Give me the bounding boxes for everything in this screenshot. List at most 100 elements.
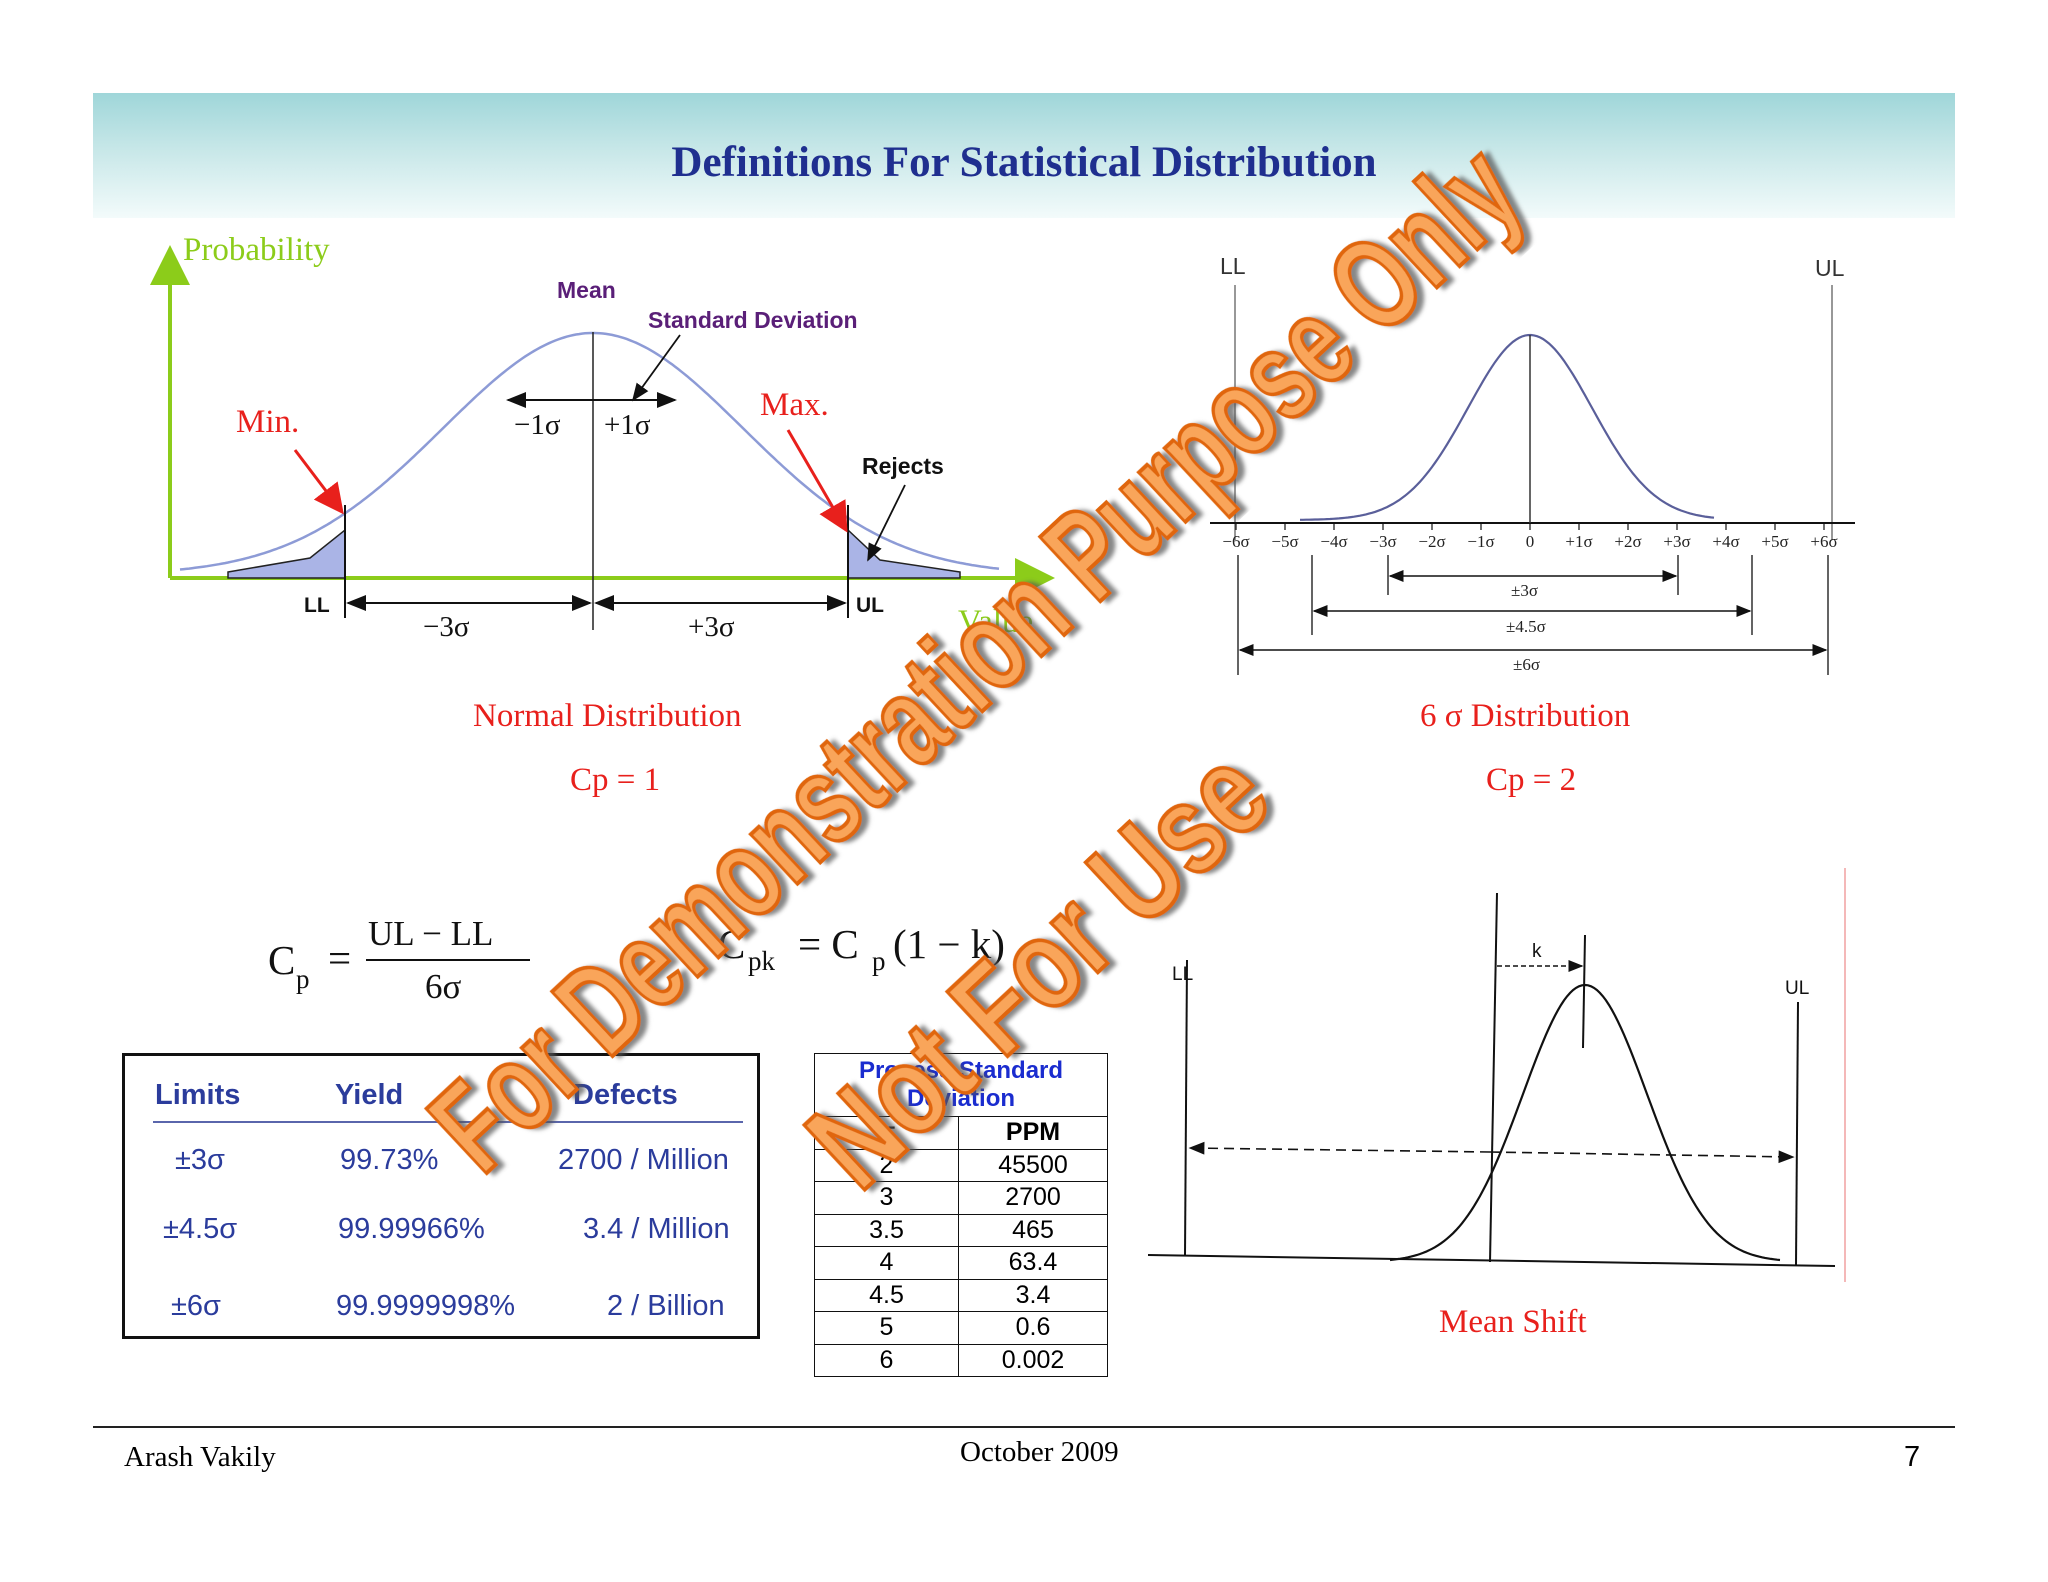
header-limits: Limits xyxy=(155,1079,241,1111)
table-row: ±4.5σ 99.99966% 3.4 / Million xyxy=(125,1213,757,1263)
six-tick-label: +4σ xyxy=(1712,532,1739,551)
page-number: 7 xyxy=(1904,1441,1921,1473)
six-tick-label: −3σ xyxy=(1369,532,1396,551)
ppm-table-title: Process Standard Deviation xyxy=(814,1053,1108,1117)
cp-lhs: C xyxy=(268,937,295,983)
min-label: Min. xyxy=(236,404,299,440)
header-band xyxy=(93,93,1955,218)
six-caption: 6 σ Distribution xyxy=(1420,698,1630,734)
max-label: Max. xyxy=(760,387,829,423)
normal-cp: Cp = 1 xyxy=(570,762,660,798)
ppm-header-sigma: σ xyxy=(814,1116,959,1150)
sigma-cell: 4.5 xyxy=(814,1278,959,1312)
minus1-label: −1σ xyxy=(514,409,561,441)
ul-label: UL xyxy=(856,594,884,617)
span3-label: ±3σ xyxy=(1511,581,1538,600)
limits-cell: ±6σ xyxy=(171,1290,221,1322)
ms-peak-line xyxy=(1582,934,1586,1049)
cpk-sub: pk xyxy=(748,946,776,976)
header-yield: Yield xyxy=(335,1079,404,1111)
ms-caption: Mean Shift xyxy=(1439,1304,1587,1340)
table-row: 4.5 3.4 xyxy=(814,1278,1108,1312)
cpk-tail: (1 − k) xyxy=(893,921,1005,967)
plus1-label: +1σ xyxy=(604,409,651,441)
rejects-label: Rejects xyxy=(862,453,944,479)
y-axis-label: Probability xyxy=(183,232,330,268)
ms-dashed-arrow-l xyxy=(1188,1141,1491,1155)
mean-label: Mean xyxy=(557,277,616,303)
minus3-label: −3σ xyxy=(423,611,470,643)
six-tick-label: +6σ xyxy=(1810,532,1837,551)
ms-center-line xyxy=(1489,892,1498,1263)
ppm-cell: 3.4 xyxy=(958,1278,1108,1312)
ms-ll-line xyxy=(1184,959,1188,1256)
ppm-cell: 2700 xyxy=(958,1181,1108,1215)
footer-date: October 2009 xyxy=(960,1436,1119,1468)
ms-dashed-arrow-r xyxy=(1489,1150,1795,1164)
ppm-cell: 45500 xyxy=(958,1148,1108,1182)
ppm-header-ppm: PPM xyxy=(958,1116,1108,1150)
sigma-cell: 3.5 xyxy=(814,1213,959,1247)
table-row: 5 0.6 xyxy=(814,1311,1108,1345)
min-arrow xyxy=(293,449,344,515)
ms-ul-line xyxy=(1795,1001,1799,1266)
ms-k-label: k xyxy=(1532,941,1542,962)
max-arrow xyxy=(786,429,848,533)
yield-cell: 99.99966% xyxy=(338,1213,485,1245)
slide-title: Definitions For Statistical Distribution xyxy=(671,139,1377,186)
six-tick-label: +2σ xyxy=(1614,532,1641,551)
table-row: 4 63.4 xyxy=(814,1246,1108,1280)
ppm-cell: 0.6 xyxy=(958,1311,1108,1345)
header-defects: Defects xyxy=(573,1079,678,1111)
yield-cell: 99.9999998% xyxy=(336,1290,515,1322)
yield-cell: 99.73% xyxy=(340,1144,439,1176)
cpk-rhs: = C xyxy=(798,921,859,967)
table-row: 3 2700 xyxy=(814,1181,1108,1215)
table-row: ±6σ 99.9999998% 2 / Billion xyxy=(125,1290,757,1340)
six-tick-label: −4σ xyxy=(1320,532,1347,551)
six-sigma-curve xyxy=(1300,333,1715,521)
sigma-cell: 4 xyxy=(814,1246,959,1280)
defects-cell: 2700 / Million xyxy=(558,1144,729,1176)
defects-cell: 2 / Billion xyxy=(607,1290,725,1322)
six-tick-label: −2σ xyxy=(1418,532,1445,551)
std-pointer xyxy=(631,334,681,402)
six-ll-label: LL xyxy=(1220,253,1246,279)
cp-numerator: UL − LL xyxy=(368,914,493,953)
mean-shift-curve xyxy=(1389,983,1781,1262)
span45-label: ±4.5σ xyxy=(1506,617,1546,636)
ppm-table: Process Standard Deviation σ PPM 2 45500 … xyxy=(814,1053,1108,1377)
cp-sub: p xyxy=(296,964,310,994)
defects-cell: 3.4 / Million xyxy=(583,1213,730,1245)
sigma-cell: 6 xyxy=(814,1343,959,1377)
six-tick-label: −5σ xyxy=(1271,532,1298,551)
six-tick-label: +5σ xyxy=(1761,532,1788,551)
six-ul-label: UL xyxy=(1815,255,1845,281)
cpk-rhs-sub: p xyxy=(872,946,886,976)
cp-eq: = xyxy=(328,935,351,981)
rejects-pointer xyxy=(867,484,906,562)
sigma-cell: 3 xyxy=(814,1181,959,1215)
footer-rule xyxy=(93,1426,1955,1428)
yield-table-header: Limits Yield Defects xyxy=(125,1079,757,1129)
ms-ll-label: LL xyxy=(1172,964,1193,985)
cp-denominator: 6σ xyxy=(425,967,462,1006)
table-row: 6 0.002 xyxy=(814,1343,1108,1377)
ms-ul-label: UL xyxy=(1785,978,1809,999)
span6-label: ±6σ xyxy=(1513,655,1540,674)
ms-baseline xyxy=(1147,1254,1836,1267)
normal-caption: Normal Distribution xyxy=(473,698,742,734)
six-tick-label: −1σ xyxy=(1467,532,1494,551)
ppm-cell: 63.4 xyxy=(958,1246,1108,1280)
ll-label: LL xyxy=(304,594,330,617)
limits-cell: ±4.5σ xyxy=(163,1213,238,1245)
six-tick-label: +1σ xyxy=(1565,532,1592,551)
std-dev-label: Standard Deviation xyxy=(648,307,858,333)
x-axis-label: Value xyxy=(958,604,1033,640)
six-cp: Cp = 2 xyxy=(1486,762,1576,798)
plus3-label: +3σ xyxy=(688,611,735,643)
